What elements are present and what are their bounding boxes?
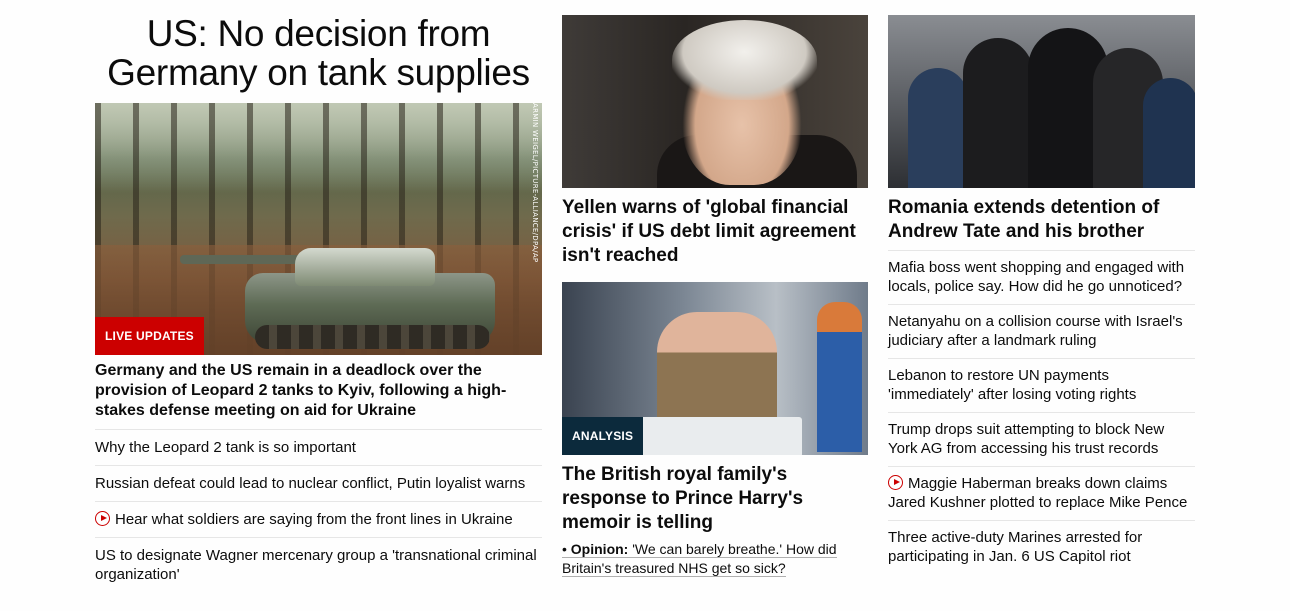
right-link[interactable]: Maggie Haberman breaks down claims Jared… xyxy=(888,466,1195,520)
story-title-tate[interactable]: Romania extends detention of Andrew Tate… xyxy=(888,197,1160,242)
right-link[interactable]: Netanyahu on a collision course with Isr… xyxy=(888,304,1195,358)
lead-summary[interactable]: Germany and the US remain in a deadlock … xyxy=(95,362,507,419)
image-hair xyxy=(672,20,817,100)
play-circle-icon xyxy=(95,511,110,526)
related-link[interactable]: Hear what soldiers are saying from the f… xyxy=(95,501,542,537)
opinion-label: Opinion: xyxy=(570,541,629,557)
image-royal[interactable]: ANALYSIS xyxy=(562,282,868,455)
image-person xyxy=(908,68,968,188)
story-title-royal[interactable]: The British royal family's response to P… xyxy=(562,464,804,533)
right-link[interactable]: Lebanon to restore UN payments 'immediat… xyxy=(888,358,1195,412)
opinion-link[interactable]: • Opinion: 'We can barely breathe.' How … xyxy=(562,540,868,578)
play-circle-icon xyxy=(888,475,903,490)
image-bystander xyxy=(817,302,862,452)
image-yellen[interactable] xyxy=(562,15,868,188)
right-link[interactable]: Mafia boss went shopping and engaged wit… xyxy=(888,250,1195,304)
analysis-badge[interactable]: ANALYSIS xyxy=(562,417,644,455)
image-desk xyxy=(632,417,802,455)
right-link[interactable]: Trump drops suit attempting to block New… xyxy=(888,412,1195,466)
related-link[interactable]: Why the Leopard 2 tank is so important xyxy=(95,429,542,465)
image-tate[interactable] xyxy=(888,15,1195,188)
tank-turret xyxy=(295,248,435,286)
right-link[interactable]: Three active-duty Marines arrested for p… xyxy=(888,520,1195,574)
right-link-list: Mafia boss went shopping and engaged wit… xyxy=(888,250,1195,574)
lead-headline[interactable]: US: No decision from Germany on tank sup… xyxy=(107,13,530,93)
image-person xyxy=(1143,78,1195,188)
opinion-text: • Opinion: 'We can barely breathe.' How … xyxy=(562,541,837,577)
story-title-yellen[interactable]: Yellen warns of 'global financial crisis… xyxy=(562,197,856,266)
related-link[interactable]: Russian defeat could lead to nuclear con… xyxy=(95,465,542,501)
related-link[interactable]: US to designate Wagner mercenary group a… xyxy=(95,537,542,592)
live-updates-badge[interactable]: LIVE UPDATES xyxy=(95,317,204,355)
image-person xyxy=(963,38,1033,188)
lead-related-list: Why the Leopard 2 tank is so important R… xyxy=(95,429,542,592)
opinion-body: 'We can barely breathe.' How did Britain… xyxy=(562,541,837,576)
lead-image-tank[interactable]: ARMIN WEIGEL/PICTURE-ALLIANCE/DPA/AP LIV… xyxy=(95,103,542,355)
tank-tracks xyxy=(255,325,490,349)
tank-gun xyxy=(180,255,310,264)
photo-credit: ARMIN WEIGEL/PICTURE-ALLIANCE/DPA/AP xyxy=(531,103,539,263)
